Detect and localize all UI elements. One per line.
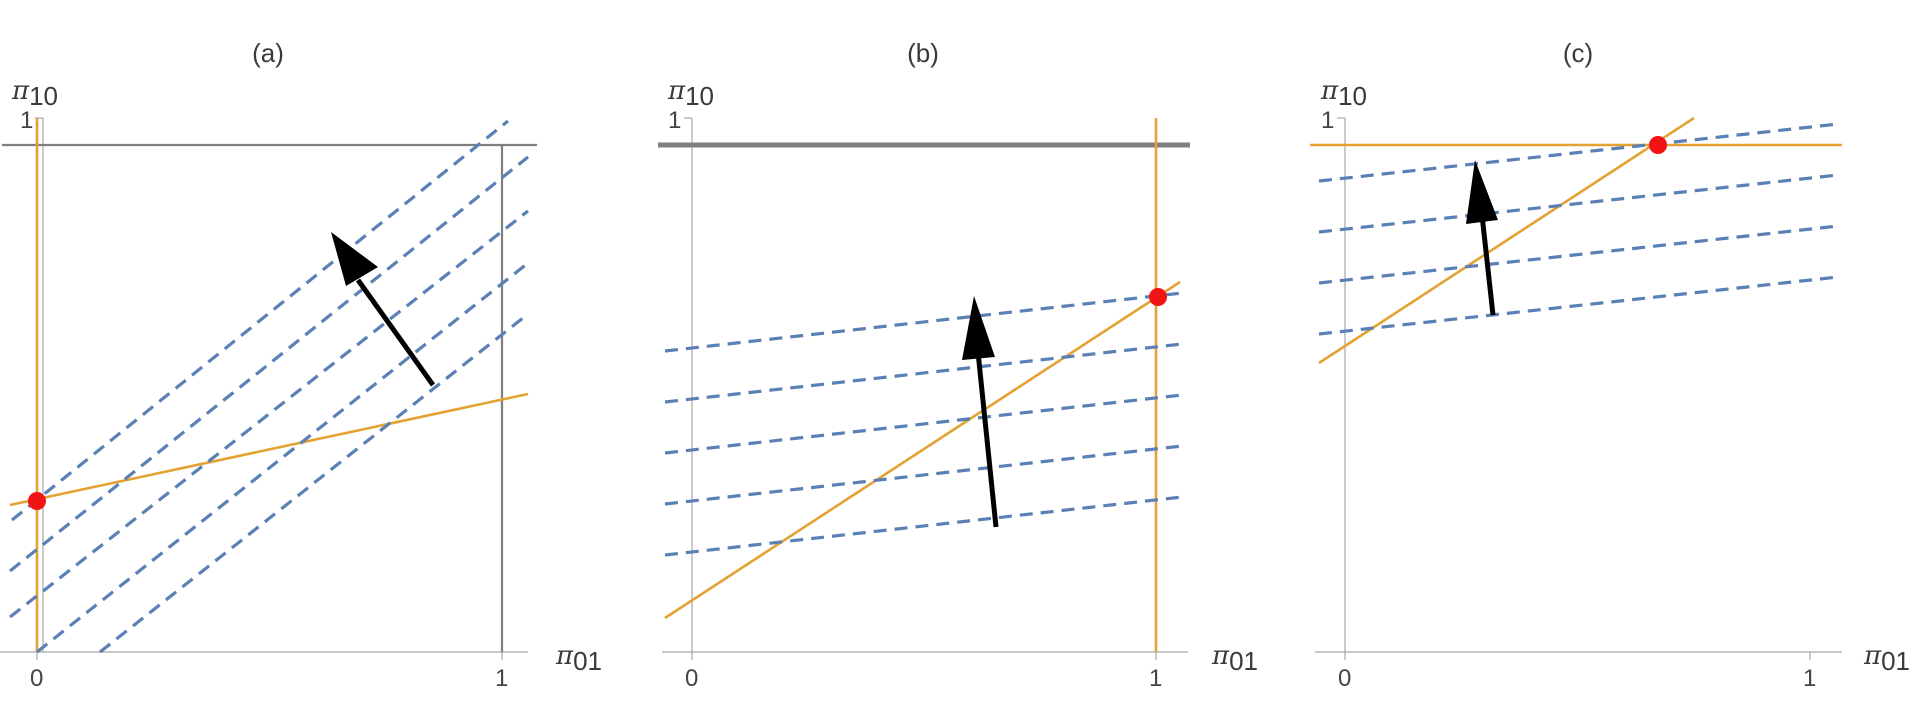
panel-a-dashed-line-5 bbox=[99, 312, 529, 654]
panel-c-x-axis-label: π01 bbox=[1863, 641, 1909, 676]
panel-c-y-tick-label-1: 1 bbox=[1321, 107, 1334, 134]
panel-b-dashed-line-4 bbox=[664, 444, 1183, 506]
panel-b: (b) 1 0 1 π10 π01 bbox=[658, 38, 1258, 692]
panel-c-dashed-line-1 bbox=[1318, 122, 1839, 183]
panel-c-x-tick-label-1: 1 bbox=[1803, 665, 1816, 692]
panel-a-x-tick-label-0: 0 bbox=[30, 665, 43, 692]
panel-b-y-tick-label-1: 1 bbox=[668, 107, 681, 134]
panel-c-orange-line bbox=[1318, 116, 1695, 365]
panel-b-title: (b) bbox=[907, 38, 939, 68]
panel-a-dashed-line-3 bbox=[9, 209, 529, 619]
panel-b-x-tick-label-1: 1 bbox=[1149, 665, 1162, 692]
panel-b-optimum-point bbox=[1149, 288, 1167, 306]
panel-a-optimum-point bbox=[28, 492, 46, 510]
panel-a-dashed-line-1 bbox=[10, 119, 510, 522]
panel-b-arrow-shaft bbox=[975, 351, 999, 528]
panel-b-dashed-line-5 bbox=[664, 495, 1183, 557]
panel-c-x-tick-label-0: 0 bbox=[1338, 665, 1351, 692]
panel-a: (a) 1 0 1 π10 π01 bbox=[0, 38, 602, 692]
panel-a-orange-line bbox=[9, 392, 529, 507]
panel-b-orange-line bbox=[664, 280, 1181, 620]
panel-a-title: (a) bbox=[252, 38, 284, 68]
panel-a-y-tick-label-1: 1 bbox=[20, 107, 33, 134]
panel-c-y-axis-label: π10 bbox=[1320, 76, 1367, 111]
panel-b-dashed-line-2 bbox=[664, 342, 1183, 404]
panel-b-dashed-line-3 bbox=[664, 393, 1183, 455]
panel-b-y-axis-label: π10 bbox=[667, 76, 714, 111]
panel-c-dashed-line-3 bbox=[1318, 224, 1839, 285]
panel-a-x-axis-label: π01 bbox=[555, 641, 602, 676]
panel-c: (c) 1 0 1 π10 π01 bbox=[1310, 38, 1909, 692]
panel-c-arrow-shaft bbox=[1479, 214, 1496, 316]
panel-c-title: (c) bbox=[1563, 38, 1593, 68]
panel-b-arrow-head bbox=[962, 296, 995, 360]
panel-a-arrow-shaft bbox=[355, 278, 436, 387]
panel-c-dashed-line-2 bbox=[1318, 173, 1839, 234]
panel-c-arrow-head bbox=[1466, 160, 1498, 224]
panel-a-dashed-line-4 bbox=[36, 261, 529, 654]
panel-c-optimum-point bbox=[1649, 136, 1667, 154]
panel-c-dashed-line-4 bbox=[1318, 275, 1839, 336]
panel-a-x-tick-label-1: 1 bbox=[495, 665, 508, 692]
panel-b-dashed-line-1 bbox=[664, 291, 1183, 353]
panel-b-x-tick-label-0: 0 bbox=[685, 665, 698, 692]
panel-a-dashed-line-2 bbox=[9, 155, 529, 573]
panel-a-y-axis-label: π10 bbox=[11, 76, 58, 111]
panel-a-arrow-head bbox=[331, 232, 378, 286]
panel-b-x-axis-label: π01 bbox=[1211, 641, 1258, 676]
